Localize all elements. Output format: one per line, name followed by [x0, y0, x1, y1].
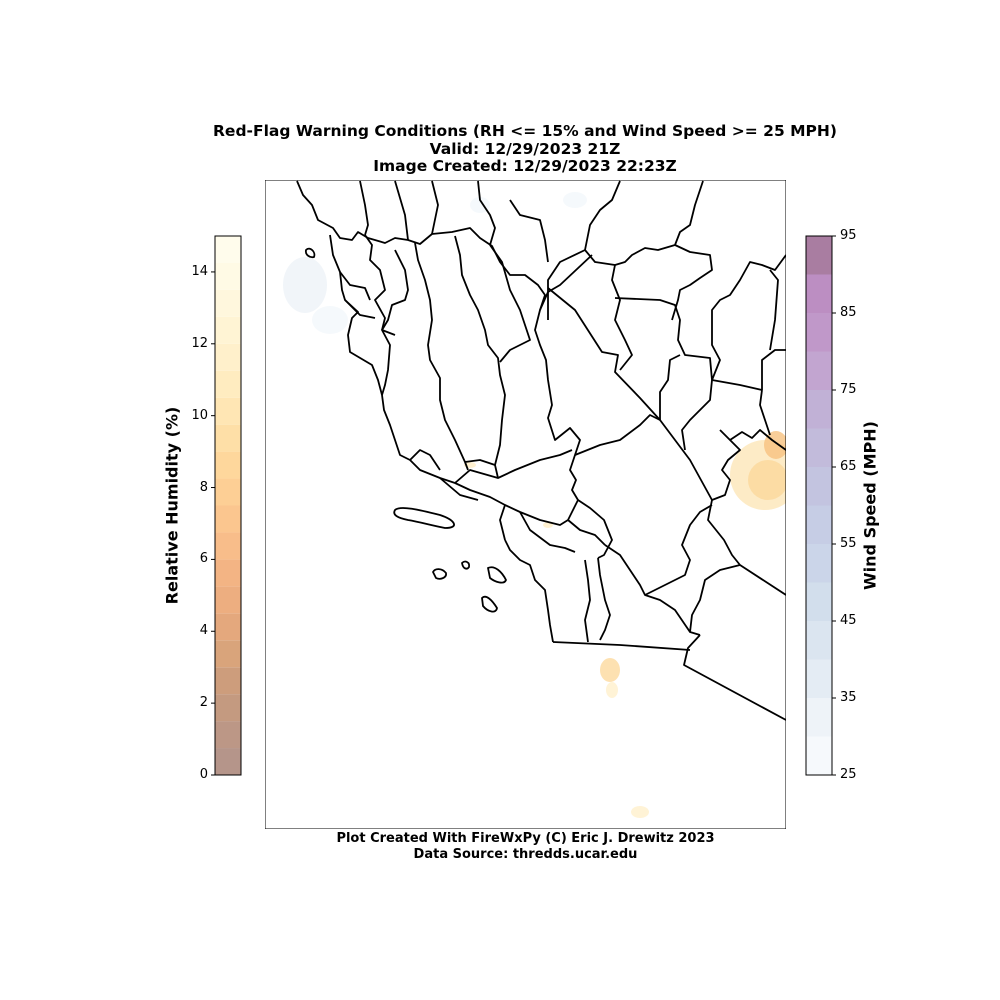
rh-colorbar-segment	[215, 262, 241, 290]
rh-colorbar-segment	[215, 478, 241, 506]
wind-colorbar-segment	[806, 428, 832, 467]
image-created-time: Image Created: 12/29/2023 22:23Z	[373, 157, 677, 175]
rh-colorbar-segment	[215, 586, 241, 614]
wind-colorbar-segment	[806, 544, 832, 583]
wind-colorbar-segment	[806, 736, 832, 775]
wind-colorbar-segment	[806, 236, 832, 275]
wind-colorbar-ticks	[832, 235, 836, 776]
wind-colorbar-segment	[806, 467, 832, 506]
rh-colorbar-title: Relative Humidity (%)	[162, 406, 182, 605]
wind-tick-label: 35	[840, 690, 857, 705]
rh-tick-label: 10	[191, 407, 208, 423]
rh-colorbar-segment	[215, 532, 241, 560]
rh-colorbar-segment	[215, 343, 241, 371]
rh-colorbar-segment	[215, 721, 241, 749]
rh-colorbar-segment	[215, 370, 241, 398]
map-panel	[265, 180, 786, 829]
plot-credit: Plot Created With FireWxPy (C) Eric J. D…	[336, 831, 715, 846]
wind-colorbar-title: Wind Speed (MPH)	[860, 421, 880, 590]
wind-tick-label: 75	[840, 382, 857, 397]
rh-colorbar-segment	[215, 667, 241, 695]
rh-tick-label: 12	[191, 335, 208, 351]
rh-shading	[464, 431, 786, 818]
rh-colorbar-segment	[215, 316, 241, 344]
rh-colorbar-segment	[215, 694, 241, 722]
wind-colorbar-segment	[806, 505, 832, 544]
rh-tick-label: 2	[199, 695, 208, 711]
fire-weather-zone-boundaries	[296, 180, 786, 721]
wind-colorbar-segment	[806, 313, 832, 352]
wind-colorbar-frame	[805, 235, 833, 776]
rh-tick-label: 0	[199, 767, 208, 782]
wind-colorbar-segment	[806, 659, 832, 698]
rh-tick-label: 14	[191, 263, 208, 279]
rh-tick-label: 8	[199, 479, 208, 495]
wind-colorbar-segment	[806, 351, 832, 390]
rh-colorbar-segment	[215, 397, 241, 425]
wind-tick-label: 85	[840, 305, 857, 320]
wind-tick-label: 45	[840, 613, 857, 628]
wind-colorbar-segment	[806, 274, 832, 313]
wind-colorbar-segment	[806, 621, 832, 660]
rh-colorbar-ticks	[211, 271, 215, 776]
wind-tick-label: 95	[840, 228, 857, 243]
rh-colorbar-segment	[215, 613, 241, 641]
wind-shading	[283, 192, 587, 334]
rh-tick-label: 6	[199, 551, 208, 567]
wind-tick-label: 55	[840, 536, 857, 551]
wind-speed-colorbar	[806, 236, 832, 775]
relative-humidity-colorbar	[215, 236, 241, 775]
valid-time: Valid: 12/29/2023 21Z	[429, 140, 621, 158]
data-source: Data Source: thredds.ucar.edu	[413, 847, 638, 862]
rh-colorbar-segment	[215, 451, 241, 479]
wind-colorbar-segment	[806, 698, 832, 737]
wind-colorbar-segment	[806, 582, 832, 621]
rh-colorbar-frame	[214, 235, 242, 776]
coastline	[296, 180, 581, 526]
rh-colorbar-segment	[215, 424, 241, 452]
map-title: Red-Flag Warning Conditions (RH <= 15% a…	[213, 122, 837, 140]
rh-colorbar-segment	[215, 289, 241, 317]
rh-colorbar-segment	[215, 505, 241, 533]
wind-colorbar-segment	[806, 390, 832, 429]
wind-tick-label: 25	[840, 767, 857, 782]
rh-tick-label: 4	[199, 623, 208, 639]
rh-colorbar-segment	[215, 640, 241, 668]
rh-colorbar-segment	[215, 748, 241, 775]
wind-tick-label: 65	[840, 459, 857, 474]
rh-colorbar-segment	[215, 559, 241, 587]
rh-colorbar-segment	[215, 236, 241, 263]
